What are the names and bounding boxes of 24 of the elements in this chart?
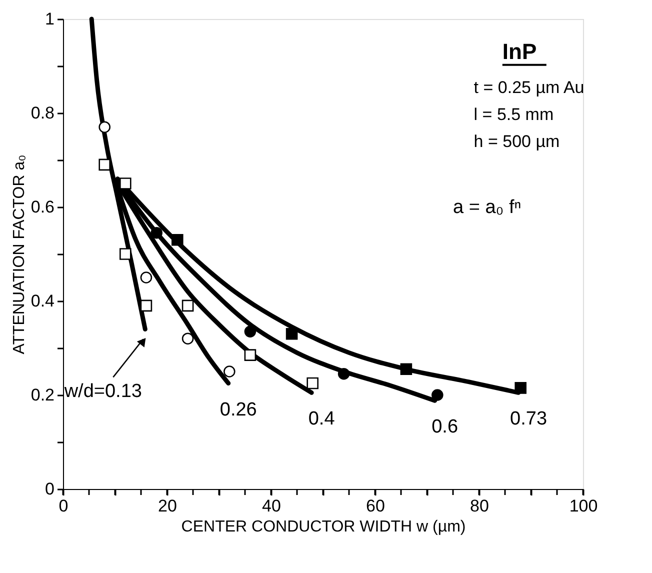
y-tick-label: 0.4 <box>30 292 54 310</box>
annotation: h = 500 µm <box>474 132 560 151</box>
annotation: 0.73 <box>510 408 548 430</box>
x-axis-title: CENTER CONDUCTOR WIDTH w (µm) <box>181 518 466 536</box>
annotation: 0.4 <box>308 408 336 430</box>
annotation: InP <box>502 38 537 64</box>
y-tick-label: 0.2 <box>30 386 54 404</box>
annotation: l = 5.5 mm <box>474 104 554 124</box>
x-tick-label: 60 <box>366 496 385 516</box>
x-tick-label: 40 <box>262 496 281 516</box>
annotation: 0.26 <box>220 399 257 420</box>
y-axis-title: ATTENUATION FACTOR a₀ <box>10 154 28 354</box>
y-tick-label: 0.6 <box>30 198 54 216</box>
y-tick-label: 0.8 <box>30 104 54 122</box>
x-tick-label: 0 <box>58 496 68 516</box>
x-tick-label: 20 <box>158 496 177 516</box>
annotation: w/d=0.13 <box>63 381 142 402</box>
x-tick-label: 80 <box>470 496 489 516</box>
annotation: a = a₀ fⁿ <box>453 197 522 218</box>
y-tick-label: 1 <box>45 10 54 28</box>
x-tick-label: 100 <box>569 496 598 516</box>
annotation: 0.6 <box>432 416 458 438</box>
annotation: t = 0.25 µm Au <box>474 78 584 97</box>
y-tick-label: 0 <box>45 480 54 498</box>
